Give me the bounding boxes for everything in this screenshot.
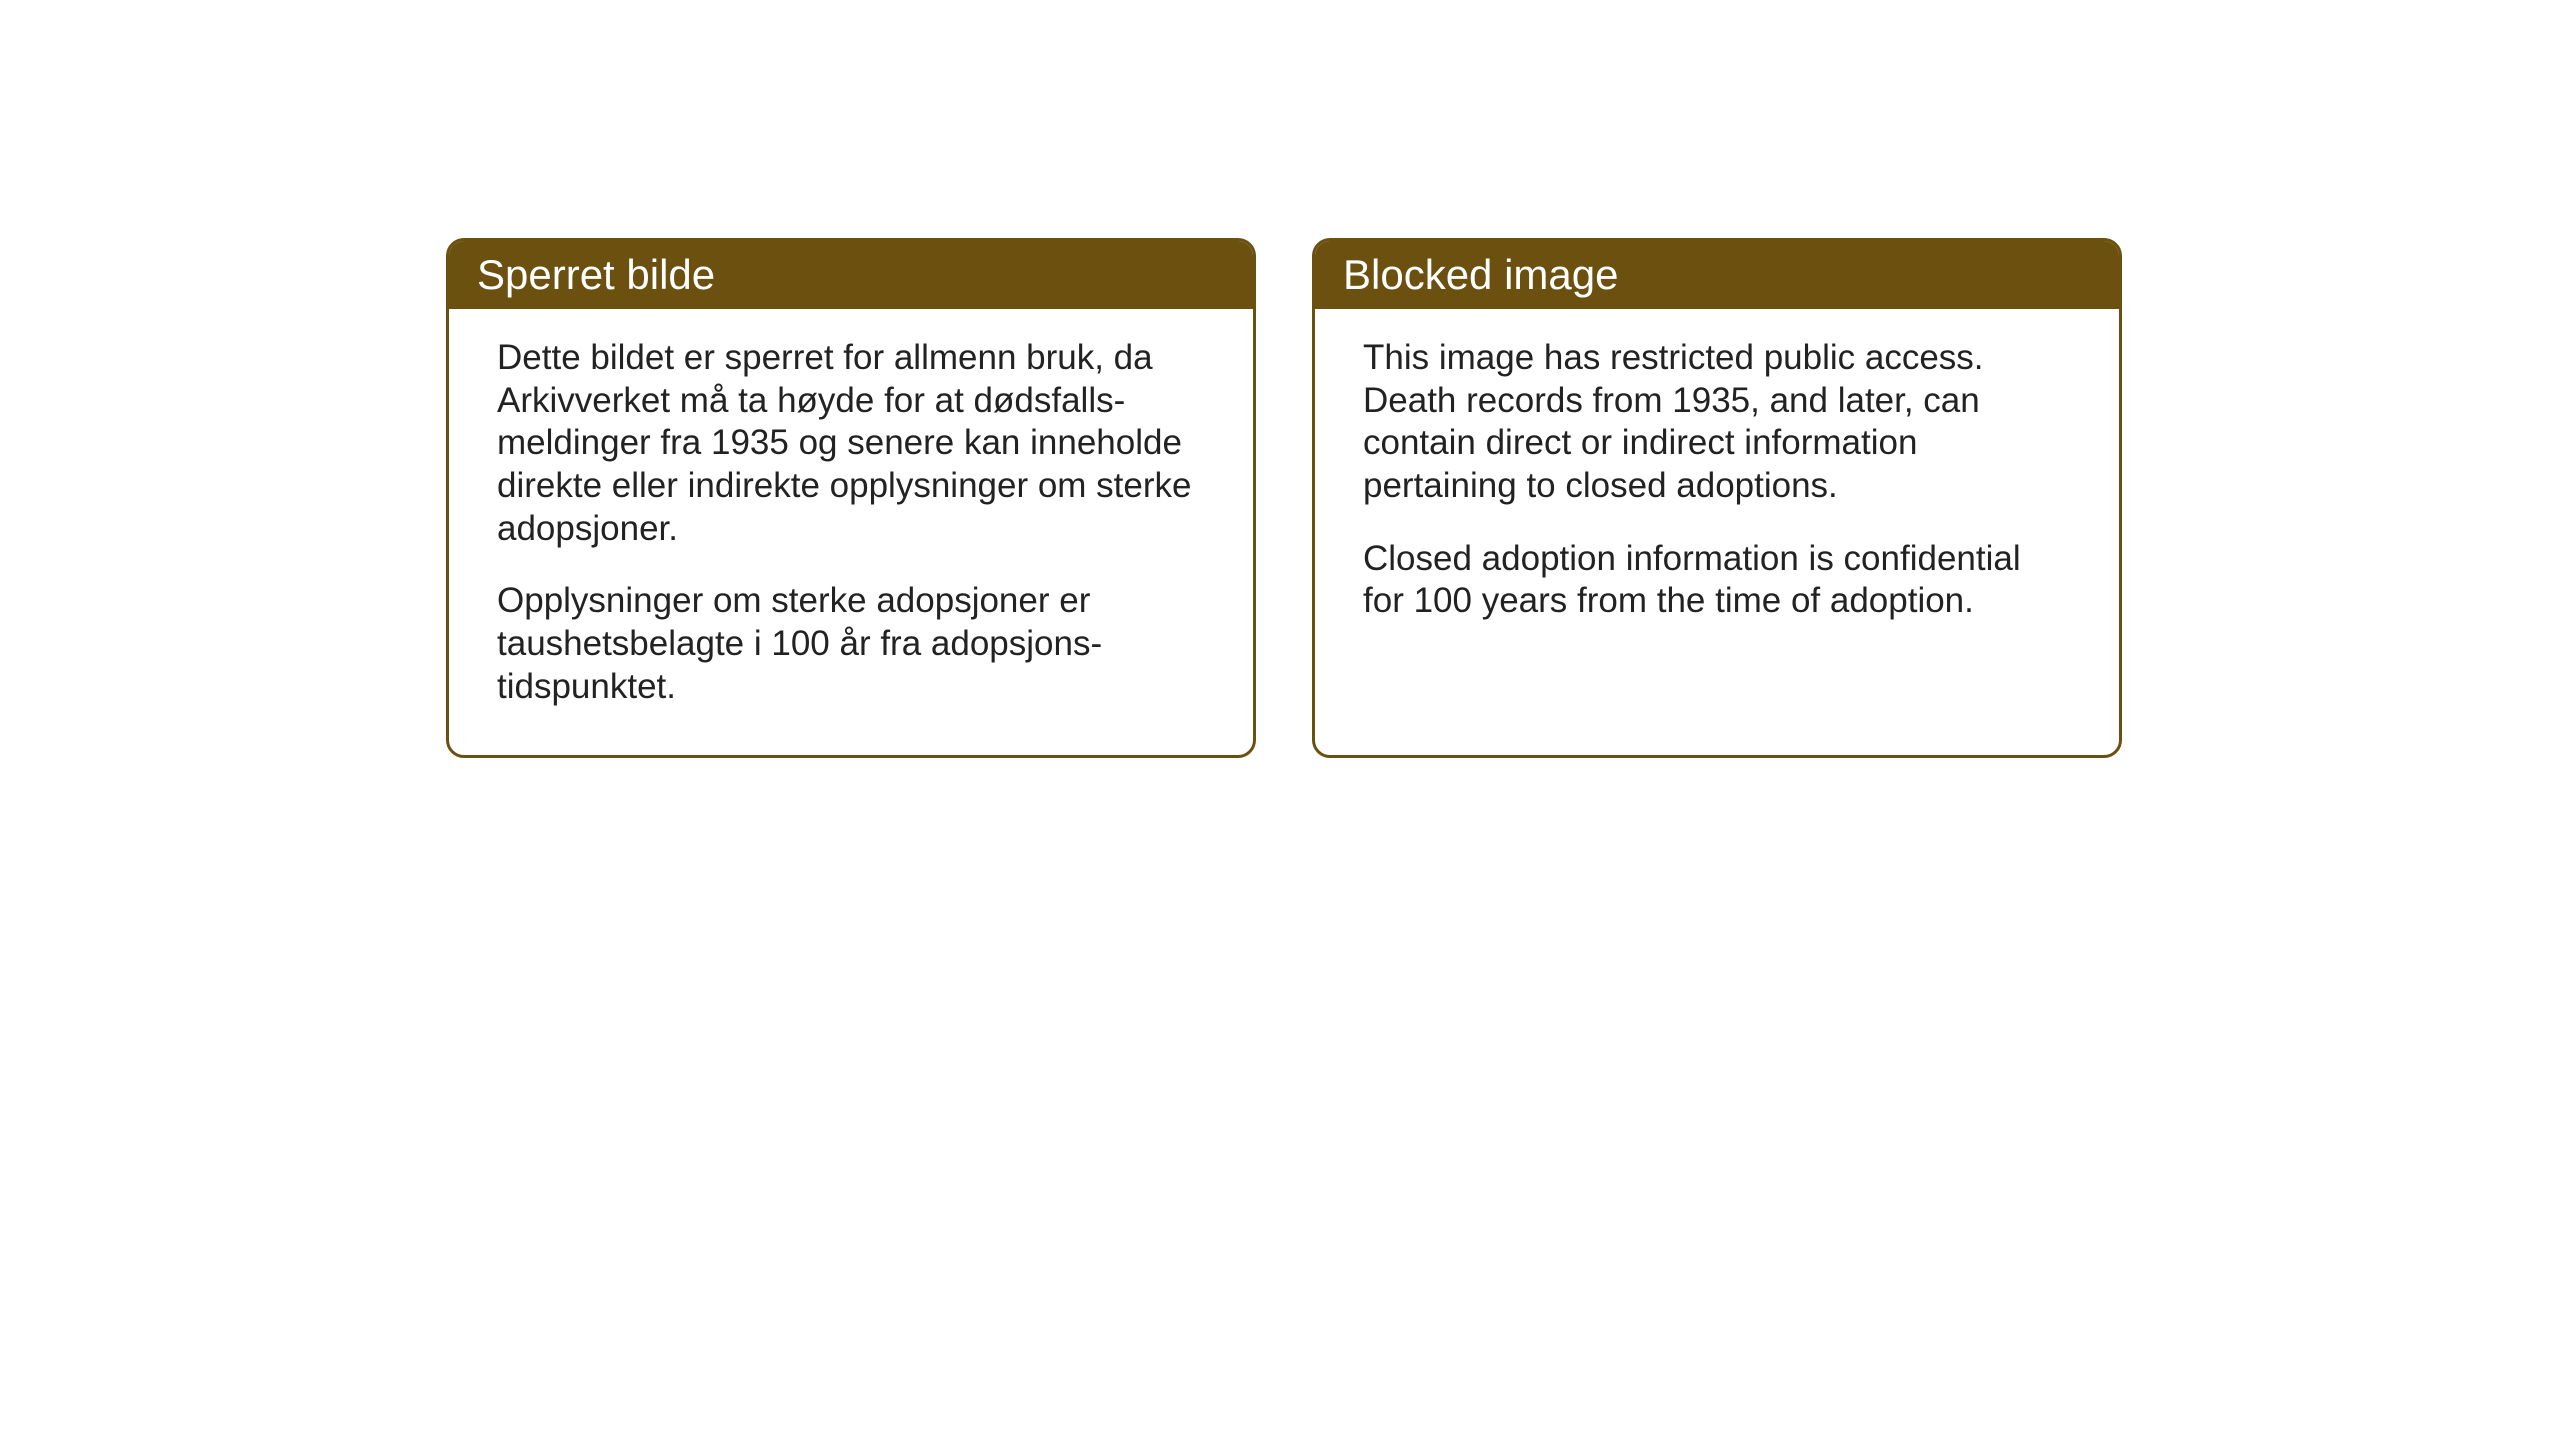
card-body-norwegian: Dette bildet er sperret for allmenn bruk… bbox=[449, 309, 1253, 755]
card-paragraph-english-2: Closed adoption information is confident… bbox=[1363, 538, 2071, 623]
card-paragraph-norwegian-1: Dette bildet er sperret for allmenn bruk… bbox=[497, 337, 1205, 550]
notice-container: Sperret bilde Dette bildet er sperret fo… bbox=[446, 238, 2122, 758]
card-paragraph-norwegian-2: Opplysninger om sterke adopsjoner er tau… bbox=[497, 580, 1205, 708]
notice-card-norwegian: Sperret bilde Dette bildet er sperret fo… bbox=[446, 238, 1256, 758]
card-title-norwegian: Sperret bilde bbox=[477, 251, 715, 298]
card-header-english: Blocked image bbox=[1315, 241, 2119, 309]
card-body-english: This image has restricted public access.… bbox=[1315, 309, 2119, 669]
card-title-english: Blocked image bbox=[1343, 251, 1618, 298]
card-header-norwegian: Sperret bilde bbox=[449, 241, 1253, 309]
card-paragraph-english-1: This image has restricted public access.… bbox=[1363, 337, 2071, 508]
notice-card-english: Blocked image This image has restricted … bbox=[1312, 238, 2122, 758]
